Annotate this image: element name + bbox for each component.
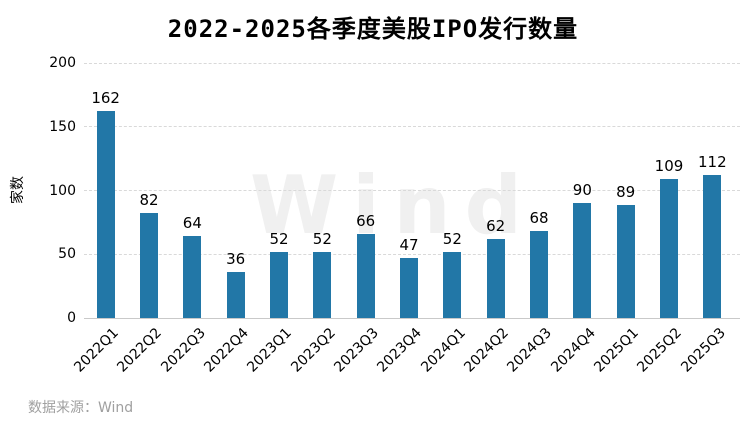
bar: [96, 111, 115, 318]
bar-value-label: 68: [529, 209, 549, 228]
bar-value-label: 52: [269, 229, 289, 248]
bar: [270, 251, 288, 318]
bar: [400, 258, 418, 318]
bar: [183, 236, 202, 318]
y-tick-label: 50: [58, 246, 76, 263]
bar: [573, 203, 592, 318]
bar: [530, 231, 548, 318]
bar: [226, 272, 245, 318]
gridline: [84, 253, 740, 255]
bar: [703, 175, 722, 318]
bar-value-label: 109: [654, 157, 684, 176]
y-tick-label: 100: [49, 182, 76, 199]
bar: [616, 204, 635, 318]
bar-value-label: 52: [312, 229, 332, 248]
x-tick-label: 2024Q1: [418, 325, 469, 376]
bar-value-label: 66: [356, 211, 376, 230]
bar-value-label: 36: [226, 250, 246, 269]
gridline: [84, 190, 740, 191]
gridline: [84, 126, 740, 128]
wind-watermark: Wind: [250, 159, 536, 252]
x-tick-label: 2025Q1: [591, 325, 642, 376]
x-tick-label: 2025Q2: [634, 325, 686, 376]
x-tick-label: 2023Q1: [244, 325, 296, 376]
bar-value-label: 162: [91, 89, 120, 108]
bar: [313, 251, 332, 318]
bar-value-label: 62: [486, 216, 506, 235]
x-tick-label: 2024Q3: [504, 325, 556, 376]
bar-value-label: 52: [442, 229, 462, 248]
y-tick-label: 200: [49, 55, 76, 71]
chart-title: 2022-2025各季度美股IPO发行数量: [167, 15, 579, 43]
x-tick-label: 2024Q4: [548, 325, 599, 376]
bar: [486, 238, 505, 318]
x-tick-label: 2023Q2: [288, 325, 339, 376]
bar: [356, 233, 375, 318]
x-tick-label: 2025Q3: [678, 325, 729, 376]
bar-value-label: 82: [139, 191, 159, 210]
x-tick-label: 2023Q3: [331, 325, 382, 376]
bar: [140, 213, 158, 318]
y-tick-label: 0: [67, 310, 76, 326]
bar-value-label: 112: [698, 153, 727, 172]
x-tick-label: 2022Q3: [158, 325, 209, 376]
bar: [660, 179, 678, 318]
bar-value-label: 64: [182, 214, 202, 233]
data-source-note: 数据来源：Wind: [28, 400, 134, 416]
x-tick-label: 2023Q4: [374, 325, 426, 376]
bar-value-label: 47: [399, 236, 419, 255]
x-tick-label: 2022Q1: [71, 325, 122, 376]
bar-value-label: 90: [572, 181, 592, 200]
y-tick-label: 150: [49, 118, 76, 135]
x-tick-label: 2022Q4: [201, 325, 252, 376]
x-axis-line: [84, 318, 740, 319]
x-tick-label: 2022Q2: [114, 325, 166, 376]
bar: [443, 251, 462, 318]
bar-value-label: 89: [616, 182, 636, 201]
x-tick-label: 2024Q2: [461, 325, 512, 376]
gridline: [84, 62, 740, 64]
